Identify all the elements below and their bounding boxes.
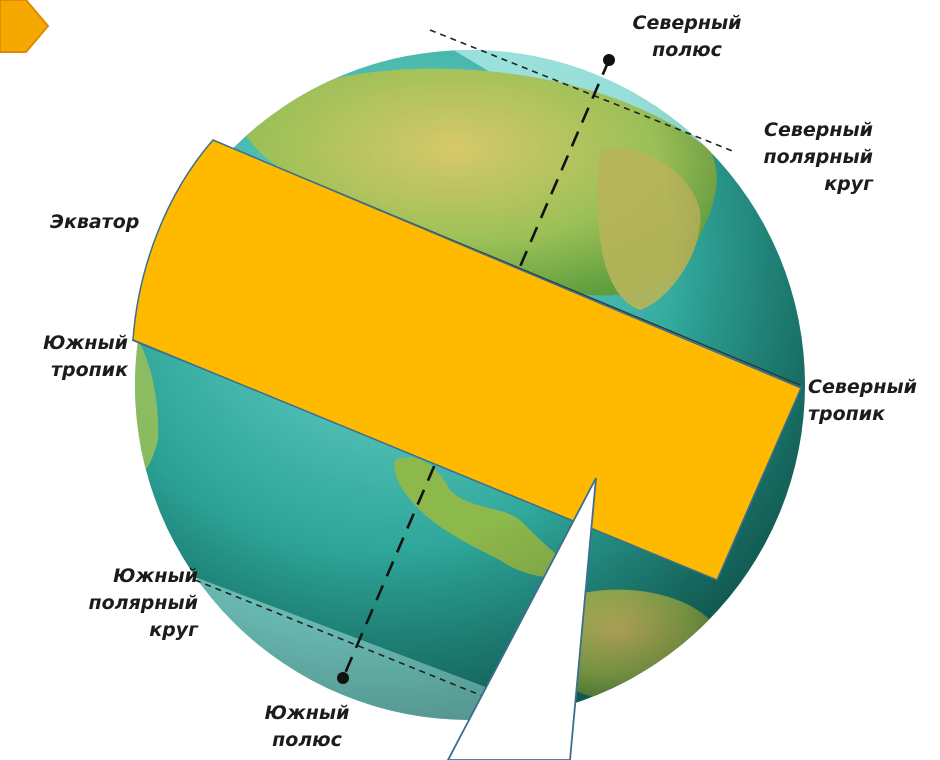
- label-south-pole: Южный полюс: [264, 702, 350, 751]
- tropical-band: [132, 139, 802, 581]
- earth-axis: [341, 59, 611, 679]
- label-arctic-circle: Северный полярный круг: [763, 119, 873, 195]
- antarctic-circle-line: [194, 579, 506, 706]
- label-antarctic-circle: Южный полярный круг: [88, 565, 198, 641]
- south-pole-dot-icon: [337, 672, 349, 684]
- north-pole-dot-icon: [603, 54, 615, 66]
- label-north-pole: Северный полюс: [632, 12, 742, 61]
- label-tropic-cancer: Северный тропик: [808, 376, 917, 425]
- label-tropic-capricorn: Южный тропик: [43, 332, 128, 381]
- label-equator: Экватор: [50, 211, 140, 233]
- callout-pointer: [446, 477, 597, 760]
- arrow-tab-icon: [0, 0, 50, 53]
